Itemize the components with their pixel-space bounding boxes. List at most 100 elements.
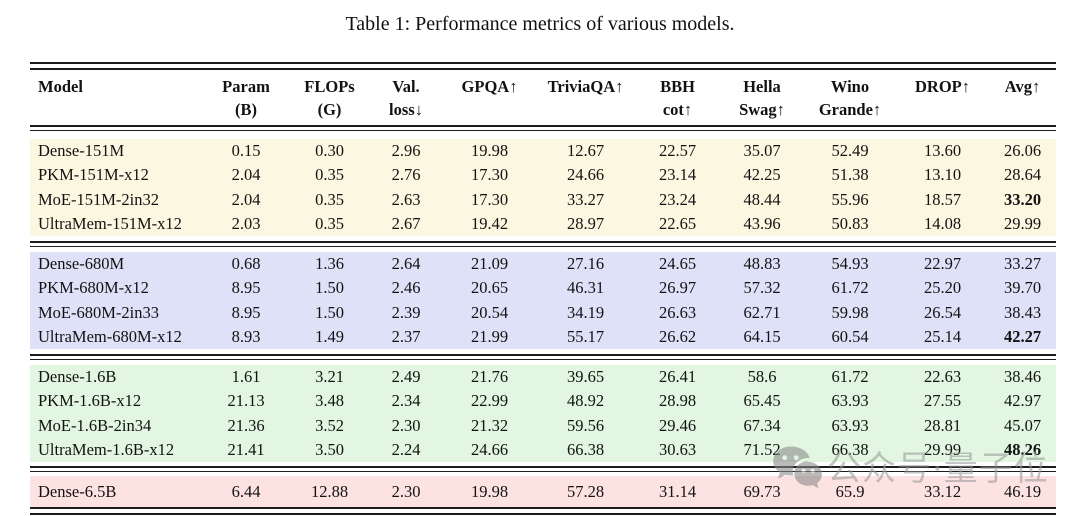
metric-cell: 1.50 [315, 278, 344, 298]
col-header-line2: Grande↑ [818, 100, 882, 119]
table-row: Dense-6.5B 6.44 12.88 2.30 19.98 57.28 31.14 69… [30, 476, 1056, 507]
metric-cell: 20.65 [470, 278, 509, 298]
metric-cell: 1.61 [231, 367, 261, 386]
metric-cell: 29.99 [1003, 213, 1042, 233]
metric-cell: 29.46 [658, 415, 697, 435]
col-header-line1: Model [38, 77, 83, 96]
metric-cell: 26.41 [658, 367, 697, 386]
metric-cell: 66.38 [566, 439, 605, 459]
metric-cell: 21.99 [470, 326, 509, 346]
metric-cell: 45.07 [1003, 415, 1042, 435]
metric-cell: 12.67 [566, 141, 605, 160]
metric-cell: 2.67 [391, 213, 421, 233]
model-name: UltraMem-1.6B-x12 [38, 439, 175, 459]
metric-cell: 12.88 [310, 482, 349, 501]
metric-cell: 26.06 [1003, 141, 1042, 160]
metric-cell: 57.32 [743, 278, 781, 298]
col-header-6: BBH cot↑ [635, 75, 720, 121]
model-name: UltraMem-151M-x12 [38, 213, 182, 233]
col-header-1: Param (B) [202, 75, 290, 121]
table-row: Dense-1.6B 1.61 3.21 2.49 21.76 39.65 26.41 58.… [30, 365, 1056, 389]
metric-cell: 57.28 [566, 482, 605, 501]
model-name: Dense-6.5B [38, 482, 117, 501]
col-header-line2 [443, 98, 536, 121]
metric-cell: 65.9 [835, 482, 865, 501]
metric-cell: 13.10 [923, 165, 962, 185]
metric-cell: 33.27 [566, 189, 605, 209]
metric-cell: 61.72 [831, 278, 869, 298]
metric-cell: 43.96 [743, 213, 781, 233]
metric-cell: 63.93 [831, 391, 869, 411]
metric-cell: 2.63 [391, 189, 421, 209]
model-name: Dense-151M [38, 141, 125, 160]
metric-cell: 51.38 [831, 165, 869, 185]
metric-cell: 64.15 [743, 326, 781, 346]
table-row: MoE-1.6B-2in34 21.36 3.52 2.30 21.32 59.56 29.… [30, 414, 1056, 438]
metric-cell: 19.42 [470, 213, 509, 233]
metric-cell: 8.93 [231, 326, 261, 346]
metric-cell: 66.38 [831, 439, 869, 459]
metric-cell: 21.09 [470, 254, 509, 273]
metric-cell: 2.96 [391, 141, 421, 160]
metric-cell: 2.46 [391, 278, 421, 298]
col-header-5: TriviaQA↑ [536, 75, 635, 121]
table-row: Dense-680M 0.68 1.36 2.64 21.09 27.16 24.65 48.… [30, 252, 1056, 276]
metric-cell: 1.36 [315, 254, 344, 273]
metric-cell: 0.35 [315, 213, 344, 233]
table-row: MoE-680M-2in33 8.95 1.50 2.39 20.54 34.19 26.6… [30, 301, 1056, 325]
separator-rule [30, 241, 1056, 247]
col-header-line1: Hella [743, 77, 781, 96]
separator-rule [30, 354, 1056, 360]
metric-cell: 38.43 [1003, 302, 1042, 322]
metric-cell: 63.93 [831, 415, 869, 435]
metric-cell: 22.65 [658, 213, 697, 233]
header-gap [30, 131, 1056, 139]
metric-cell: 69.73 [743, 482, 781, 501]
table-title: Table 1: Performance metrics of various … [345, 13, 735, 35]
model-name: Dense-1.6B [38, 367, 117, 386]
metric-cell: 39.70 [1003, 278, 1042, 298]
metric-cell: 0.35 [315, 189, 344, 209]
metric-cell: 2.64 [391, 254, 421, 273]
metrics-table: Model Param (B) FLOPs (G) Val. loss↓ GPQA↑ Trivi… [30, 62, 1056, 515]
metric-cell: 59.56 [566, 415, 605, 435]
header-rule [30, 125, 1056, 131]
separator-rule [30, 466, 1056, 472]
group-151M: Dense-151M 0.15 0.30 2.96 19.98 12.67 22.57 35.… [30, 139, 1056, 236]
metric-cell: 42.97 [1003, 391, 1042, 411]
metric-cell: 2.37 [391, 326, 421, 346]
metric-cell: 65.45 [743, 391, 781, 411]
model-name: Dense-680M [38, 254, 125, 273]
col-header-line1: Avg↑ [1004, 77, 1041, 96]
metric-cell: 2.30 [391, 415, 421, 435]
metric-cell: 33.27 [1003, 254, 1042, 273]
col-header-line2: loss↓ [389, 100, 423, 119]
metric-cell: 52.49 [831, 141, 869, 160]
metric-cell: 48.44 [743, 189, 781, 209]
metric-cell: 27.16 [566, 254, 605, 273]
col-header-line2: Swag↑ [739, 100, 785, 119]
col-header-line1: BBH [660, 77, 695, 96]
col-header-line1: Wino [830, 77, 870, 96]
group-separator [30, 462, 1056, 476]
metric-cell: 55.96 [831, 189, 869, 209]
metric-cell: 22.63 [923, 367, 962, 386]
metric-cell: 55.17 [566, 326, 605, 346]
metric-cell: 25.14 [923, 326, 962, 346]
metric-cell: 23.24 [658, 189, 697, 209]
metric-cell: 2.03 [231, 213, 261, 233]
metric-cell: 26.54 [923, 302, 962, 322]
metric-cell: 6.44 [231, 482, 261, 501]
col-header-line2 [989, 98, 1056, 121]
group-6.5B: Dense-6.5B 6.44 12.88 2.30 19.98 57.28 31.14 69… [30, 476, 1056, 507]
metric-cell: 67.34 [743, 415, 781, 435]
metric-cell: 28.81 [923, 415, 962, 435]
metric-cell: 22.99 [470, 391, 509, 411]
metric-cell: 48.83 [743, 254, 781, 273]
metric-cell: 61.72 [831, 367, 869, 386]
metric-cell: 28.98 [658, 391, 697, 411]
metric-cell: 0.35 [315, 165, 344, 185]
metric-cell: 2.39 [391, 302, 421, 322]
table-row: Dense-151M 0.15 0.30 2.96 19.98 12.67 22.57 35.… [30, 139, 1056, 163]
